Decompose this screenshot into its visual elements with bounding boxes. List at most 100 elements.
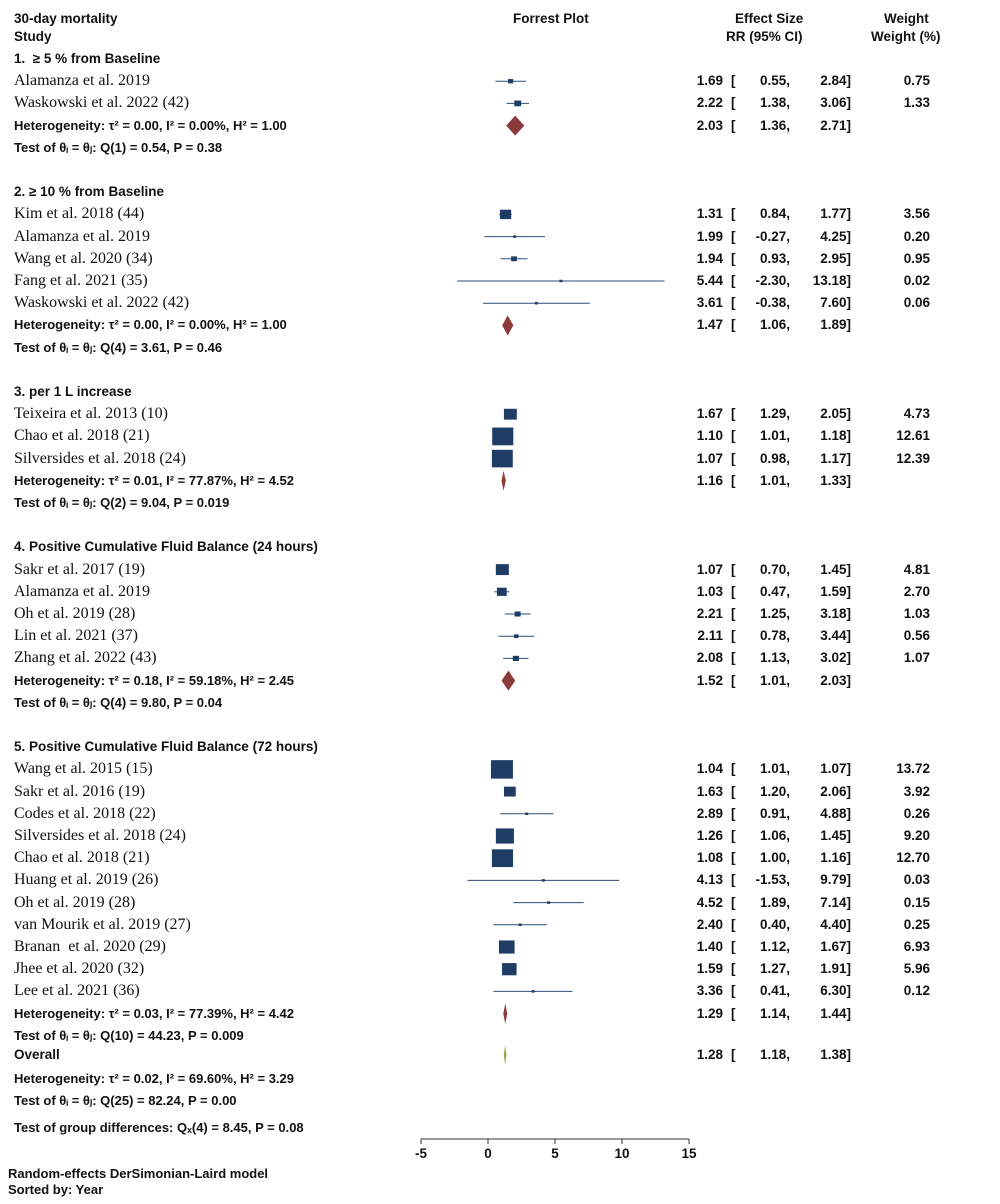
ci-lower: 1.27, [759, 961, 790, 977]
ci-upper: 3.06] [820, 95, 851, 111]
ci-lower: 1.20, [759, 783, 790, 799]
effect-size-header: Effect Size [735, 11, 804, 26]
ci-bracket: [ [731, 206, 736, 222]
study-marker [541, 879, 545, 882]
ci-bracket: [ [731, 805, 736, 821]
study-weight: 6.93 [903, 939, 930, 954]
ci-lower: -2.30, [755, 273, 790, 288]
ci-bracket: [ [731, 406, 736, 422]
study-name: Sakr et al. 2016 (19) [14, 782, 146, 800]
study-weight: 13.72 [896, 761, 930, 777]
ci-bracket: [ [731, 317, 736, 333]
study-name: Oh et al. 2019 (28) [14, 893, 136, 911]
ci-upper: 2.06] [820, 783, 851, 799]
ci-lower: 1.12, [759, 939, 790, 954]
subgroup-label: 1. ≥ 5 % from Baseline [14, 51, 161, 66]
ci-bracket: [ [731, 761, 736, 777]
ci-lower: 1.01, [759, 761, 790, 777]
study-name: Fang et al. 2021 (35) [14, 272, 148, 289]
ci-upper: 3.02] [820, 650, 851, 666]
study-weight: 0.75 [903, 73, 930, 89]
study-weight: 1.07 [903, 650, 930, 666]
study-marker [534, 301, 538, 305]
effect-estimate: 1.04 [696, 761, 723, 777]
effect-estimate: 1.29 [696, 1005, 723, 1021]
ci-bracket: [ [731, 1047, 736, 1062]
study-weight: 5.96 [903, 961, 930, 977]
ci-lower: 1.25, [759, 606, 790, 621]
effect-estimate: 2.22 [696, 95, 723, 111]
ci-upper: 1.16] [820, 850, 851, 866]
effect-estimate: 1.99 [696, 228, 723, 244]
ci-upper: 3.18] [820, 606, 851, 621]
overall-heterogeneity: Heterogeneity: τ² = 0.02, I² = 69.60%, H… [14, 1071, 295, 1086]
ci-lower: 1.00, [759, 850, 790, 866]
study-column-header: Study [14, 29, 52, 44]
ci-bracket: [ [731, 894, 736, 910]
ci-upper: 1.33] [820, 472, 851, 488]
study-weight: 12.39 [896, 450, 930, 466]
study-name: Waskowski et al. 2022 (42) [14, 294, 190, 312]
subgroup-label: 3. per 1 L increase [14, 384, 132, 399]
overall-diamond [503, 1045, 507, 1065]
effect-estimate: 1.59 [696, 961, 723, 977]
study-marker [511, 256, 517, 262]
ci-lower: 0.47, [759, 583, 790, 599]
ci-lower: 1.01, [759, 472, 790, 488]
study-name: Chao et al. 2018 (21) [14, 427, 150, 445]
x-tick-label: 5 [551, 1146, 559, 1161]
ci-upper: 1.17] [820, 450, 851, 466]
ci-bracket: [ [731, 273, 736, 288]
ci-lower: 1.18, [759, 1047, 790, 1062]
sort-note: Sorted by: Year [8, 1182, 104, 1197]
effect-estimate: 1.52 [696, 672, 723, 688]
study-marker [492, 427, 514, 446]
study-name: Huang et al. 2019 (26) [14, 871, 159, 889]
effect-estimate: 2.89 [696, 805, 723, 821]
study-name: Jhee et al. 2020 (32) [14, 960, 145, 978]
ci-upper: 2.95] [820, 250, 851, 266]
ci-bracket: [ [731, 117, 736, 133]
ci-bracket: [ [731, 628, 736, 644]
study-marker [503, 408, 517, 420]
study-weight: 0.12 [903, 983, 930, 999]
study-name: Alamanza et al. 2019 [14, 72, 150, 90]
subgroup-label: 5. Positive Cumulative Fluid Balance (72… [14, 739, 318, 755]
study-weight: 0.15 [903, 894, 930, 910]
ci-lower: -0.27, [755, 228, 790, 244]
study-name: Lee et al. 2021 (36) [14, 982, 140, 1000]
effect-estimate: 1.28 [696, 1047, 723, 1062]
study-weight: 12.70 [896, 850, 930, 866]
effect-estimate: 1.40 [696, 939, 723, 954]
ci-lower: -1.53, [755, 872, 790, 888]
study-weight: 0.95 [903, 250, 930, 266]
effect-estimate: 1.94 [696, 250, 723, 266]
ci-upper: 2.71] [820, 117, 851, 133]
ci-bracket: [ [731, 850, 736, 866]
effect-estimate: 1.16 [696, 472, 723, 488]
study-name: Teixeira et al. 2013 (10) [14, 405, 168, 423]
study-name: Wang et al. 2015 (15) [14, 760, 153, 778]
study-weight: 3.56 [903, 206, 930, 222]
x-tick-label: 10 [614, 1146, 629, 1161]
ci-lower: 0.93, [759, 250, 790, 266]
study-marker [514, 100, 522, 107]
effect-estimate: 1.47 [696, 317, 723, 333]
study-marker [531, 990, 535, 993]
weight-pct-header: Weight (%) [871, 29, 941, 44]
heterogeneity-test: Test of θᵢ = θⱼ: Q(2) = 9.04, P = 0.019 [14, 495, 230, 510]
ci-lower: 0.84, [759, 206, 790, 222]
study-weight: 1.33 [903, 95, 930, 111]
ci-bracket: [ [731, 295, 736, 311]
effect-estimate: 4.13 [696, 872, 723, 888]
study-marker [499, 209, 512, 220]
study-marker [502, 963, 517, 976]
effect-estimate: 1.69 [696, 73, 723, 89]
ci-upper: 3.44] [820, 628, 851, 644]
effect-estimate: 2.11 [697, 628, 723, 644]
effect-estimate: 2.40 [696, 916, 723, 932]
heterogeneity-stat: Heterogeneity: τ² = 0.03, I² = 77.39%, H… [14, 1005, 295, 1021]
overall-test: Test of θᵢ = θⱼ: Q(25) = 82.24, P = 0.00 [14, 1093, 237, 1108]
ci-lower: 1.29, [759, 406, 790, 422]
